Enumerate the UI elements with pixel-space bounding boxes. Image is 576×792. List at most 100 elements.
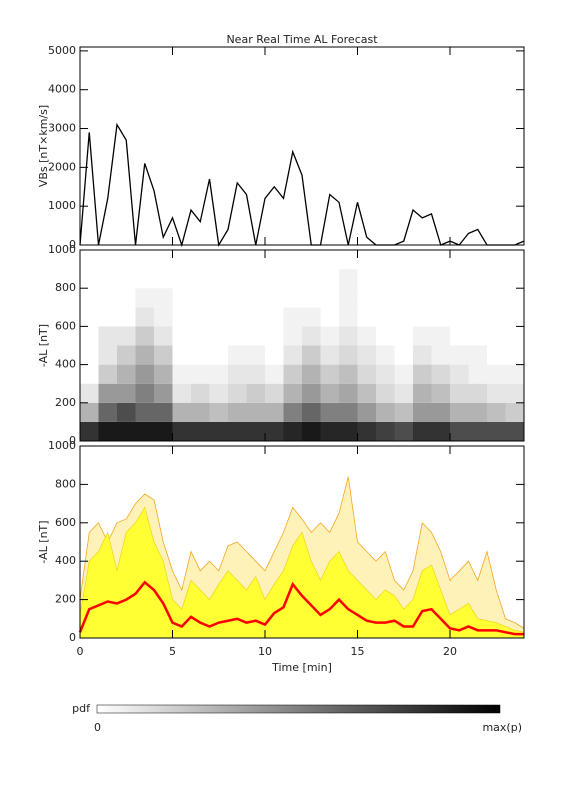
heat-cell <box>265 402 284 422</box>
heat-cell <box>172 250 191 270</box>
heat-cell <box>228 402 247 422</box>
x-tick-label: 15 <box>351 645 365 658</box>
heat-cell <box>302 421 321 441</box>
x-axis-label: Time [min] <box>271 661 332 674</box>
heat-cell <box>172 269 191 289</box>
heat-cell <box>320 345 339 365</box>
heat-cell <box>450 364 469 384</box>
heat-cell <box>98 345 117 365</box>
heat-cell <box>394 345 413 365</box>
heat-cell <box>413 402 432 422</box>
y-tick-label: 0 <box>69 238 76 251</box>
heat-cell <box>357 364 376 384</box>
heat-cell <box>394 307 413 327</box>
heat-cell <box>80 345 99 365</box>
heat-cell <box>135 421 154 441</box>
heat-cell <box>487 250 506 270</box>
heat-cell <box>302 383 321 403</box>
heat-cell <box>302 288 321 308</box>
heat-cell <box>283 326 302 346</box>
heat-cell <box>172 383 191 403</box>
heat-cell <box>154 288 173 308</box>
heat-cell <box>394 421 413 441</box>
heat-cell <box>117 307 136 327</box>
heat-cell <box>320 269 339 289</box>
heat-cell <box>339 402 358 422</box>
heat-cell <box>191 307 210 327</box>
heat-cell <box>246 288 265 308</box>
heat-cell <box>265 250 284 270</box>
heat-cell <box>505 345 524 365</box>
heat-cell <box>246 364 265 384</box>
heat-cell <box>135 307 154 327</box>
heat-cell <box>80 288 99 308</box>
heat-cell <box>172 402 191 422</box>
heat-cell <box>339 288 358 308</box>
heat-cell <box>357 269 376 289</box>
heat-cell <box>191 364 210 384</box>
heat-cell <box>283 345 302 365</box>
heat-cell <box>154 250 173 270</box>
heat-cell <box>487 345 506 365</box>
heat-cell <box>135 288 154 308</box>
y-tick-label: 800 <box>55 281 76 294</box>
heat-cell <box>228 269 247 289</box>
heat-cell <box>394 326 413 346</box>
heat-cell <box>468 288 487 308</box>
heat-cell <box>431 402 450 422</box>
heat-cell <box>265 288 284 308</box>
heat-cell <box>413 383 432 403</box>
heat-cell <box>283 288 302 308</box>
y-tick-label: 5000 <box>48 44 76 57</box>
heat-cell <box>413 421 432 441</box>
heat-cell <box>505 250 524 270</box>
plot-frame <box>79 445 525 639</box>
heat-cell <box>468 269 487 289</box>
heat-cell <box>154 402 173 422</box>
y-tick-label: 800 <box>55 477 76 490</box>
heat-cell <box>413 326 432 346</box>
heat-cell <box>487 402 506 422</box>
heat-cell <box>246 402 265 422</box>
heat-cell <box>117 345 136 365</box>
heat-cell <box>487 421 506 441</box>
heat-cell <box>154 364 173 384</box>
heat-cell <box>80 402 99 422</box>
heat-cell <box>376 364 395 384</box>
heat-cell <box>320 383 339 403</box>
heat-cell <box>450 402 469 422</box>
heat-cell <box>357 345 376 365</box>
heat-cell <box>468 402 487 422</box>
y-tick-label: 0 <box>69 434 76 447</box>
heat-cell <box>431 269 450 289</box>
heat-cell <box>98 288 117 308</box>
heat-cell <box>209 421 228 441</box>
x-tick-label: 5 <box>169 645 176 658</box>
heat-cell <box>505 383 524 403</box>
heat-cell <box>283 421 302 441</box>
heat-cell <box>98 269 117 289</box>
heat-cell <box>431 383 450 403</box>
y-tick-label: 600 <box>55 319 76 332</box>
heat-cell <box>339 364 358 384</box>
heat-cell <box>320 326 339 346</box>
heat-cell <box>172 364 191 384</box>
y-axis-label: -AL [nT] <box>37 324 50 367</box>
heat-cell <box>265 269 284 289</box>
heat-cell <box>505 402 524 422</box>
heat-cell <box>154 326 173 346</box>
heat-cell <box>265 364 284 384</box>
heat-cell <box>191 383 210 403</box>
heat-cell <box>154 307 173 327</box>
y-tick-label: 1000 <box>48 439 76 452</box>
heat-cell <box>265 307 284 327</box>
heat-cell <box>228 326 247 346</box>
heat-cell <box>450 326 469 346</box>
heat-cell <box>357 307 376 327</box>
heat-cell <box>172 421 191 441</box>
heat-cell <box>209 345 228 365</box>
heat-cell <box>357 383 376 403</box>
heat-cell <box>246 250 265 270</box>
heat-cell <box>450 383 469 403</box>
heat-cell <box>135 269 154 289</box>
